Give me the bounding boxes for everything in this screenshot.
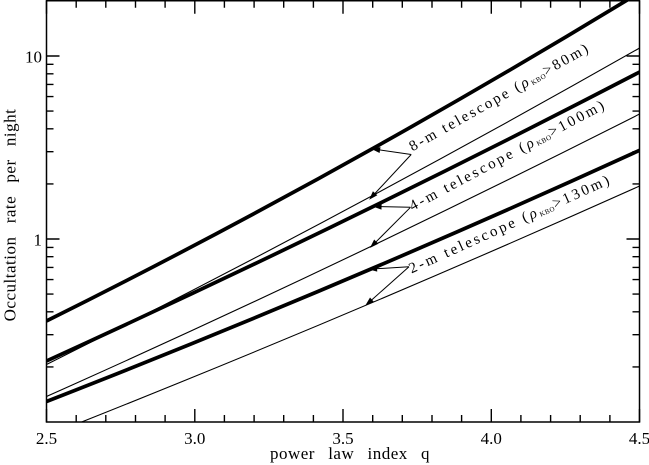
svg-text:4.5: 4.5 — [629, 429, 649, 448]
svg-text:2.5: 2.5 — [36, 429, 57, 448]
svg-text:3.5: 3.5 — [332, 429, 353, 448]
svg-text:1: 1 — [34, 231, 43, 250]
svg-text:4.0: 4.0 — [481, 429, 502, 448]
svg-text:3.0: 3.0 — [184, 429, 205, 448]
svg-text:10: 10 — [25, 48, 42, 67]
svg-text:power law index q: power law index q — [270, 444, 430, 463]
svg-text:Occultation rate per night: Occultation rate per night — [1, 109, 20, 322]
